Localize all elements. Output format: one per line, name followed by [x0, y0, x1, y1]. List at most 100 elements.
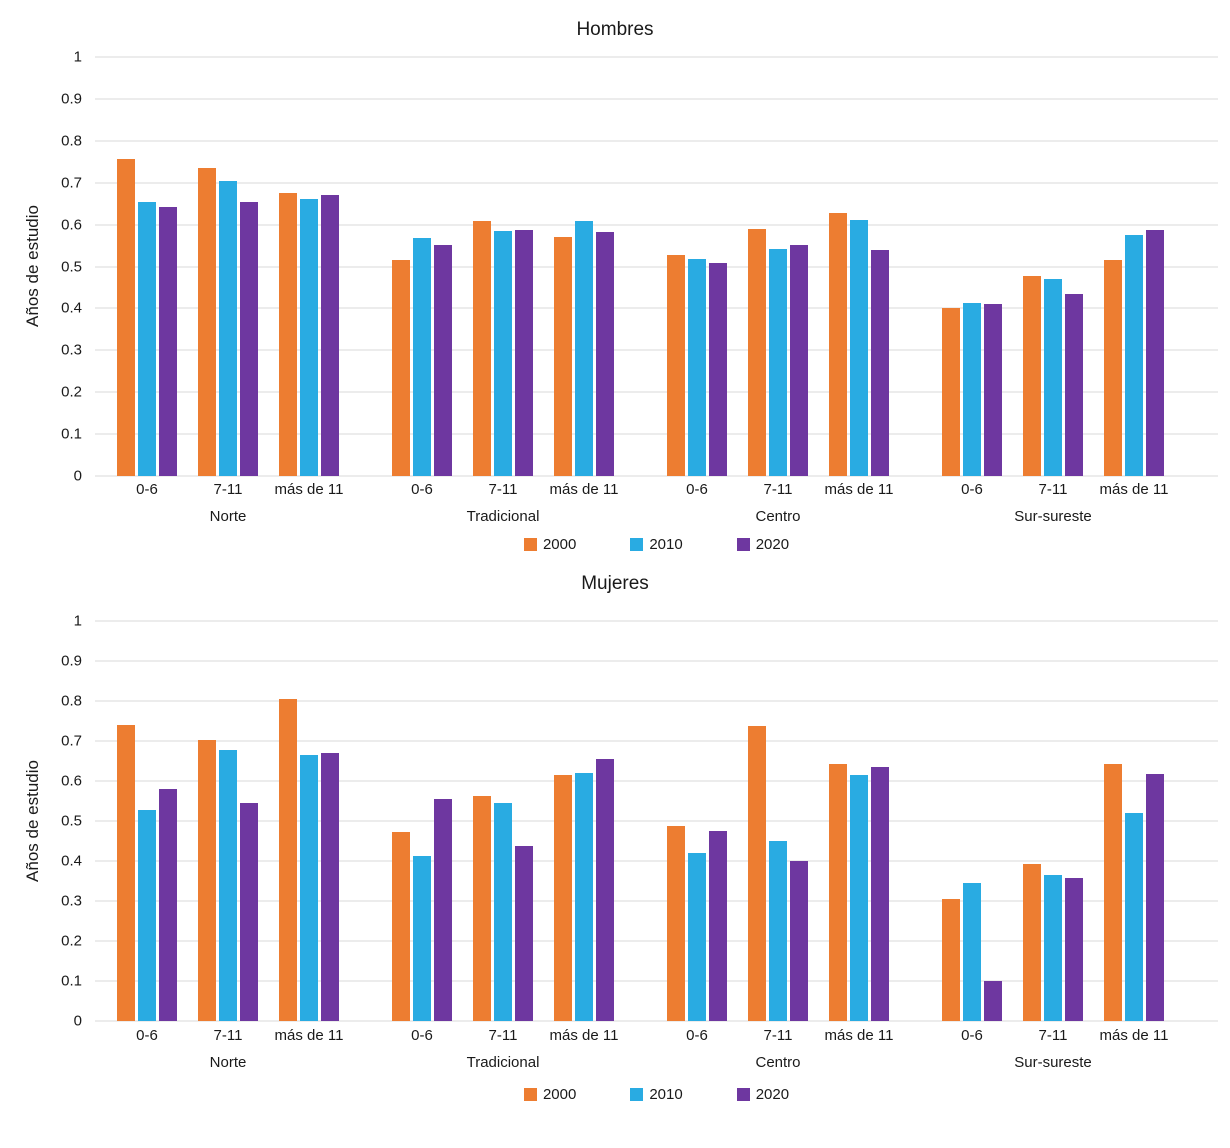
bar-centro-7-11-2000: [748, 725, 766, 1021]
bar-tradicional-m-s-de-11-2000: [554, 236, 572, 476]
gridlines: [95, 620, 1218, 1022]
bar-sur-sureste-7-11-2020: [1065, 877, 1083, 1021]
bar-cluster-tradicional-0-6: [392, 57, 452, 476]
bar-tradicional-7-11-2000: [473, 795, 491, 1021]
bar-tradicional-7-11-2010: [494, 230, 512, 476]
category-label-slot: 7-11: [748, 1027, 808, 1044]
bar-tradicional-7-11-2000: [473, 220, 491, 476]
bar-cluster-norte-0-6: [117, 57, 177, 476]
bar-sur-sureste-m-s-de-11-2010: [1125, 812, 1143, 1021]
bar-norte-7-11-2000: [198, 168, 216, 476]
category-label: 7-11: [213, 481, 243, 498]
x-cell-norte: 0-6 7-11 más de 11: [117, 481, 343, 498]
bar-group-centro: [667, 57, 889, 476]
bar-centro-m-s-de-11-2020: [871, 767, 889, 1021]
legend: 2000 2010 2020: [95, 1086, 1218, 1103]
category-label: más de 11: [274, 481, 344, 498]
bar-norte-7-11-2010: [219, 749, 237, 1021]
bar-norte-m-s-de-11-2020: [321, 195, 339, 476]
category-label: 7-11: [488, 1027, 518, 1044]
bar-norte-0-6-2010: [138, 810, 156, 1021]
category-label-slot: 0-6: [392, 481, 452, 498]
category-label-slot: 7-11: [198, 481, 258, 498]
x-category-labels: 0-6 7-11 más de 11 0-6 7-11 más de 11 0-6 7-11 m…: [95, 1027, 1218, 1044]
bar-centro-7-11-2010: [769, 249, 787, 476]
category-label: 0-6: [136, 481, 158, 498]
gridline: [95, 1020, 1218, 1022]
bar-centro-m-s-de-11-2000: [829, 213, 847, 476]
y-tick-label: 0.5: [61, 258, 82, 275]
legend-label: 2000: [542, 1086, 577, 1103]
category-label: 0-6: [136, 1027, 158, 1044]
category-label: 0-6: [961, 1027, 983, 1044]
bar-cluster-centro-0-6: [667, 621, 727, 1021]
category-label: 7-11: [1038, 481, 1068, 498]
bar-centro-7-11-2020: [790, 245, 808, 476]
bar-cluster-centro-7-11: [748, 57, 808, 476]
y-tick-label: 0.6: [61, 216, 82, 234]
bar-sur-sureste-7-11-2010: [1044, 874, 1062, 1021]
category-label-slot: 7-11: [473, 1027, 533, 1044]
bar-tradicional-7-11-2010: [494, 803, 512, 1021]
category-label: más de 11: [1099, 481, 1169, 498]
bar-sur-sureste-0-6-2000: [942, 899, 960, 1021]
category-label: 7-11: [763, 1027, 793, 1044]
category-label-slot: más de 11: [275, 1027, 344, 1044]
y-axis-tick-labels: 1 0.9 0.8 0.7 0.6 0.5 0.4 0.3 0.2 0.1 0: [61, 614, 1218, 1029]
chart-hombres: Hombres Años de estudio 1 0.9 0.8 0.7 0.6 0.5…: [0, 0, 1230, 564]
bar-cluster-norte-0-6: [117, 621, 177, 1021]
category-label: más de 11: [274, 1027, 344, 1044]
y-tick-label: 0.8: [61, 132, 82, 150]
bar-tradicional-0-6-2010: [413, 856, 431, 1021]
bar-cluster-sur-sureste-0-6: [942, 621, 1002, 1021]
y-tick-label: 0.6: [61, 772, 82, 790]
category-label-slot: 7-11: [1023, 1027, 1083, 1044]
category-label-slot: 0-6: [667, 1027, 727, 1044]
category-label-slot: 0-6: [942, 481, 1002, 498]
category-label-slot: más de 11: [1100, 481, 1169, 498]
bar-series-area: [95, 57, 1218, 476]
region-label-centro: Centro: [755, 508, 801, 525]
bar-sur-sureste-m-s-de-11-2010: [1125, 235, 1143, 476]
category-label-slot: 0-6: [117, 481, 177, 498]
bar-norte-m-s-de-11-2020: [321, 753, 339, 1021]
bar-group-sur-sureste: [942, 621, 1164, 1021]
bar-cluster-sur-sureste-7-11: [1023, 621, 1083, 1021]
bar-sur-sureste-0-6-2010: [963, 302, 981, 476]
y-axis-title: Años de estudio: [23, 760, 42, 882]
region-label-tradicional: Tradicional: [466, 508, 540, 525]
bar-cluster-norte-7-11: [198, 621, 258, 1021]
bar-tradicional-0-6-2020: [434, 799, 452, 1021]
gridline: [95, 349, 1218, 351]
bar-norte-7-11-2010: [219, 181, 237, 476]
y-tick-label: 0.1: [61, 425, 82, 443]
bar-cluster-centro-m-s-de-11: [829, 621, 889, 1021]
category-label-slot: más de 11: [1100, 1027, 1169, 1044]
category-label: 7-11: [488, 481, 518, 498]
bar-norte-0-6-2020: [159, 789, 177, 1021]
bar-centro-7-11-2000: [748, 229, 766, 476]
bar-centro-7-11-2010: [769, 841, 787, 1021]
y-tick-label: 0.9: [61, 652, 82, 670]
bar-centro-m-s-de-11-2020: [871, 250, 889, 476]
bar-tradicional-m-s-de-11-2000: [554, 775, 572, 1021]
bar-centro-m-s-de-11-2010: [850, 220, 868, 476]
region-label-tradicional: Tradicional: [466, 1054, 540, 1071]
category-label-slot: 0-6: [392, 1027, 452, 1044]
gridline: [95, 224, 1218, 226]
bar-sur-sureste-m-s-de-11-2000: [1104, 764, 1122, 1021]
y-tick-label: 0.4: [61, 299, 82, 317]
category-label: 0-6: [686, 1027, 708, 1044]
y-tick-label: 0.9: [61, 90, 82, 108]
category-label: 7-11: [763, 481, 793, 498]
gridline: [95, 700, 1218, 702]
x-category-labels: 0-6 7-11 más de 11 0-6 7-11 más de 11 0-6 7-11 m…: [95, 481, 1218, 498]
category-label: 0-6: [411, 1027, 433, 1044]
category-label: más de 11: [824, 1027, 894, 1044]
bar-tradicional-m-s-de-11-2010: [575, 773, 593, 1021]
bar-sur-sureste-0-6-2000: [942, 307, 960, 476]
category-label-slot: más de 11: [550, 481, 619, 498]
legend-swatch: [523, 1088, 537, 1101]
bar-sur-sureste-m-s-de-11-2020: [1146, 774, 1164, 1021]
bar-centro-m-s-de-11-2010: [850, 775, 868, 1021]
